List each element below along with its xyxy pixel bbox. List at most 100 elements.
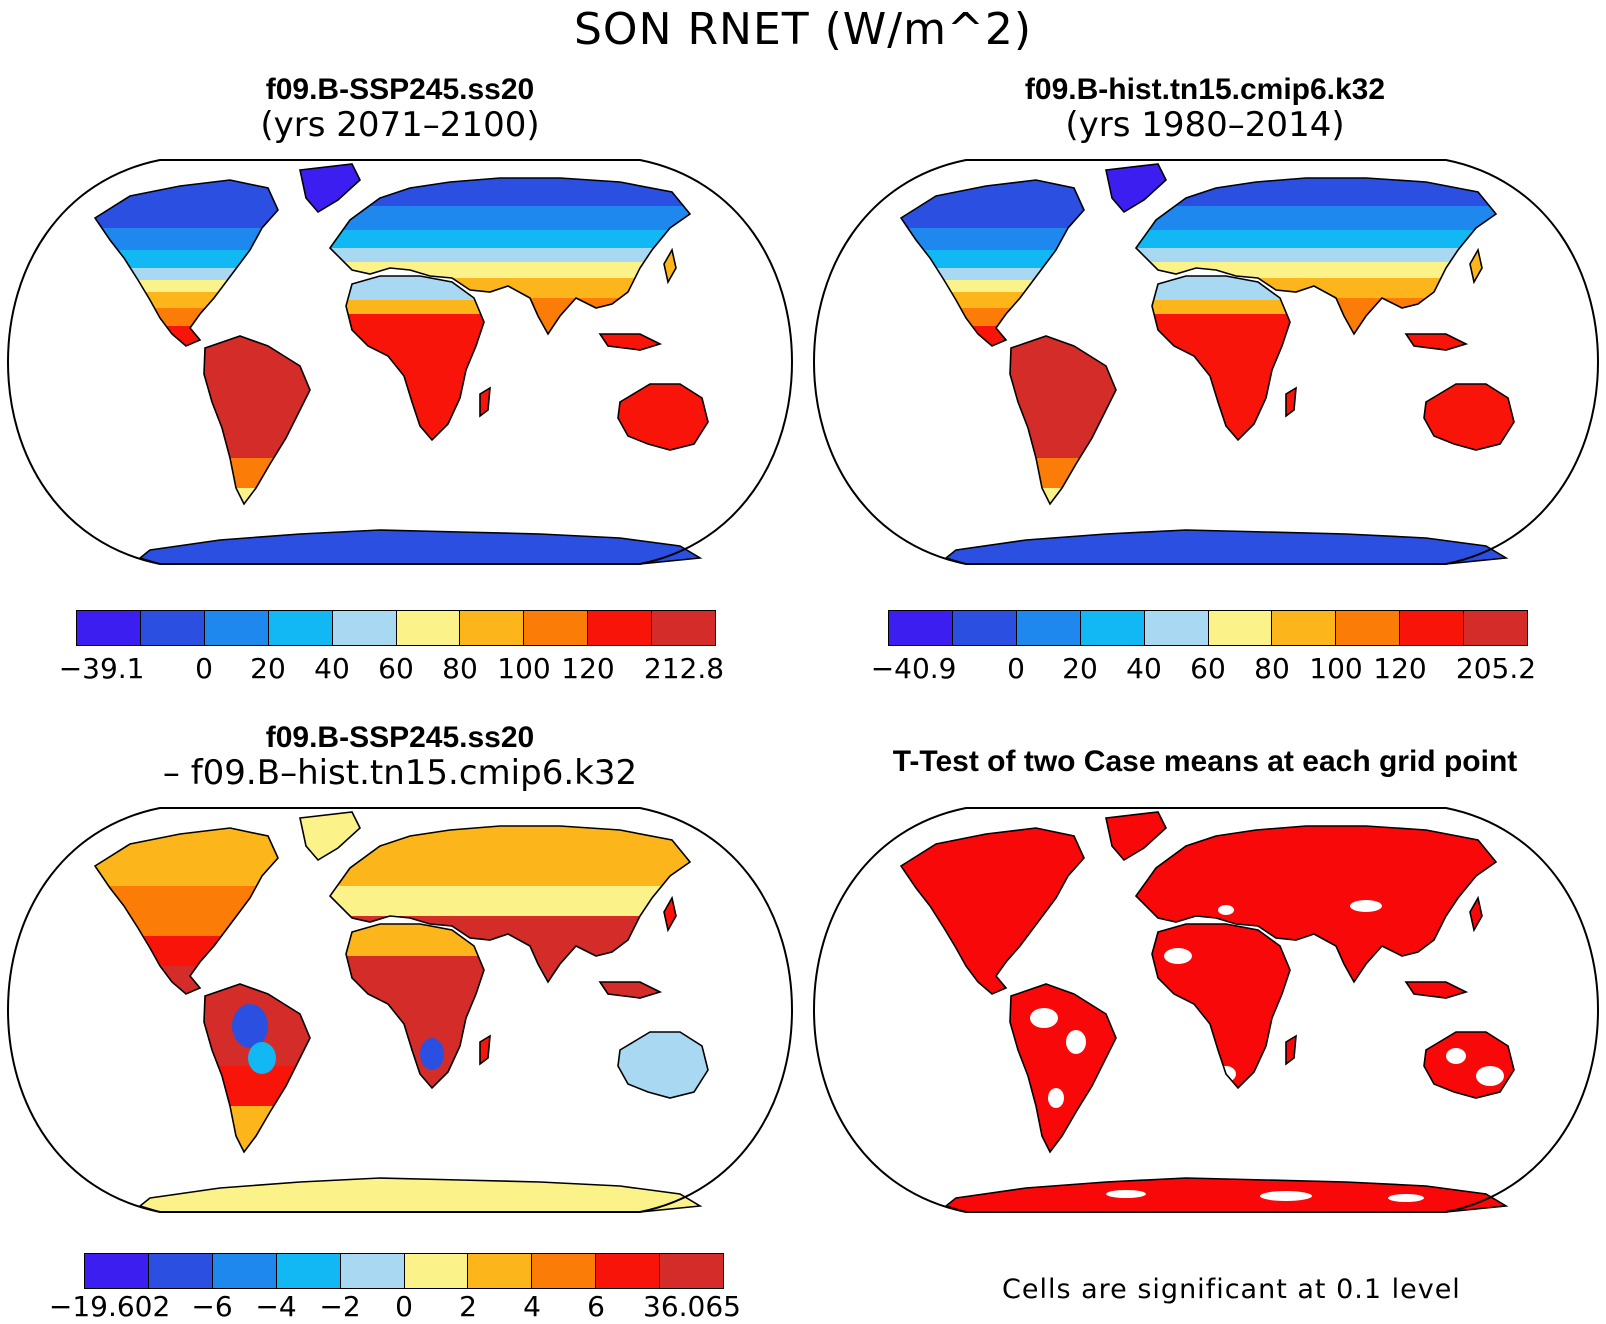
colorbar-hist-label: 60 [1190, 652, 1226, 685]
colorbar-diff-cell [596, 1254, 661, 1288]
panel-ttest-title-line1: T-Test of two Case means at each grid po… [892, 745, 1518, 778]
coastline-madagascar [479, 1034, 491, 1066]
shading-band [330, 230, 690, 248]
colorbar-ssp-cell [588, 611, 653, 645]
coastline-samerica [203, 335, 311, 506]
shading-band [346, 300, 484, 314]
colorbar-ssp-cell [77, 611, 141, 645]
coastline-namerica [93, 179, 279, 347]
colorbar-hist [888, 610, 1528, 646]
non-significant-cell [1066, 1030, 1086, 1054]
colorbar-ssp-label: 20 [250, 652, 286, 685]
coastline-japan [663, 247, 677, 285]
continent-indonesia [600, 334, 660, 350]
coastline-greenland [299, 163, 361, 214]
colorbar-ssp [76, 610, 716, 646]
colorbar-diff-cell [468, 1254, 533, 1288]
colorbar-diff-label: 36.065 [643, 1290, 741, 1323]
non-significant-cell [1106, 1190, 1146, 1198]
colorbar-ssp-label: 212.8 [643, 652, 725, 685]
colorbar-diff-label: 0 [395, 1290, 413, 1323]
colorbar-hist-cell [1144, 611, 1209, 645]
coastline-africa [1151, 275, 1291, 442]
shading-band [1406, 334, 1466, 350]
coastline-samerica [203, 983, 311, 1154]
coastline-samerica [1009, 335, 1117, 506]
colorbar-hist-cell [889, 611, 953, 645]
colorbar-hist-cell [952, 611, 1017, 645]
colorbar-ssp-cell [140, 611, 205, 645]
non-significant-cell [1048, 1088, 1064, 1108]
colorbar-hist-labels: −40.9 0 20 40 60 80 100 120 205.2 [871, 652, 1536, 686]
panel-ssp-title: f09.B-SSP245.ss20 (yrs 2071–2100) [20, 74, 780, 143]
coastline-samerica [1009, 983, 1117, 1154]
colorbar-ssp-cell [460, 611, 525, 645]
panel-ttest-title: T-Test of two Case means at each grid po… [810, 746, 1600, 778]
shading-band [600, 982, 660, 998]
colorbar-diff-cell [148, 1254, 213, 1288]
shading-band [330, 248, 690, 262]
non-significant-cell [1350, 900, 1382, 912]
colorbar-ssp-label: 40 [314, 652, 350, 685]
coastline-eurasia [1134, 177, 1498, 336]
map-ssp [6, 159, 794, 565]
shading-band [95, 228, 278, 250]
colorbar-diff-label: −19.602 [48, 1290, 171, 1323]
colorbar-hist-cell [1208, 611, 1273, 645]
panel-ssp-title-line2: (yrs 2071–2100) [260, 104, 540, 145]
coastline-indonesia [1404, 333, 1469, 351]
coastline-madagascar [1285, 386, 1297, 418]
coastline-greenland [299, 811, 361, 862]
coastline-greenland [1105, 163, 1167, 214]
coastline-africa [1151, 923, 1291, 1090]
colorbar-hist-label: 100 [1309, 652, 1363, 685]
continent-madagascar [480, 1036, 490, 1064]
non-significant-cell [1476, 1066, 1504, 1086]
shading-band [1286, 1036, 1296, 1064]
panel-diff-title: f09.B-SSP245.ss20 – f09.B–hist.tn15.cmip… [20, 722, 780, 791]
shading-band [600, 334, 660, 350]
figure-title: SON RNET (W/m^2) [574, 4, 1032, 55]
coastline-japan [1469, 247, 1483, 285]
colorbar-hist-label: −40.9 [870, 652, 957, 685]
non-significant-cell [1164, 948, 1192, 964]
globe-outline [812, 159, 1600, 565]
non-significant-cell [1218, 905, 1234, 915]
colorbar-ssp-cell [524, 611, 589, 645]
colorbar-diff-cell [660, 1254, 724, 1288]
coastline-namerica [899, 179, 1085, 347]
colorbar-hist-cell [1400, 611, 1465, 645]
coastline-madagascar [479, 386, 491, 418]
shading-band [1286, 388, 1296, 416]
colorbar-hist-cell [1272, 611, 1337, 645]
negative-anomaly [248, 1042, 276, 1074]
colorbar-ssp-label: 100 [497, 652, 551, 685]
colorbar-hist-label: 80 [1254, 652, 1290, 685]
significance-note: Cells are significant at 0.1 level [1002, 1274, 1461, 1305]
coastline-africa [345, 275, 485, 442]
panel-ssp-title-line1: f09.B-SSP245.ss20 [265, 73, 535, 106]
negative-anomaly [232, 1004, 268, 1048]
colorbar-diff-label: −2 [319, 1290, 361, 1323]
colorbar-diff-cell [276, 1254, 341, 1288]
coastline-eurasia [1134, 825, 1498, 984]
shading-band [480, 388, 490, 416]
panel-diff-title-line1: f09.B-SSP245.ss20 [265, 721, 535, 754]
colorbar-diff [84, 1253, 724, 1289]
colorbar-diff-cell [404, 1254, 469, 1288]
colorbar-diff-label: 4 [523, 1290, 541, 1323]
continent-madagascar [1286, 388, 1296, 416]
shading-band [901, 228, 1084, 250]
coastline-australia [617, 383, 709, 451]
non-significant-cell [1260, 1191, 1312, 1201]
colorbar-hist-cell [1080, 611, 1145, 645]
colorbar-ssp-label: 60 [378, 652, 414, 685]
map-hist [812, 159, 1600, 565]
map-ttest [812, 807, 1600, 1213]
non-significant-cell [1030, 1008, 1058, 1028]
colorbar-ssp-cell [204, 611, 269, 645]
colorbar-hist-label: 205.2 [1455, 652, 1537, 685]
colorbar-hist-label: 40 [1126, 652, 1162, 685]
colorbar-ssp-cell [396, 611, 461, 645]
shading-band [901, 250, 1084, 268]
